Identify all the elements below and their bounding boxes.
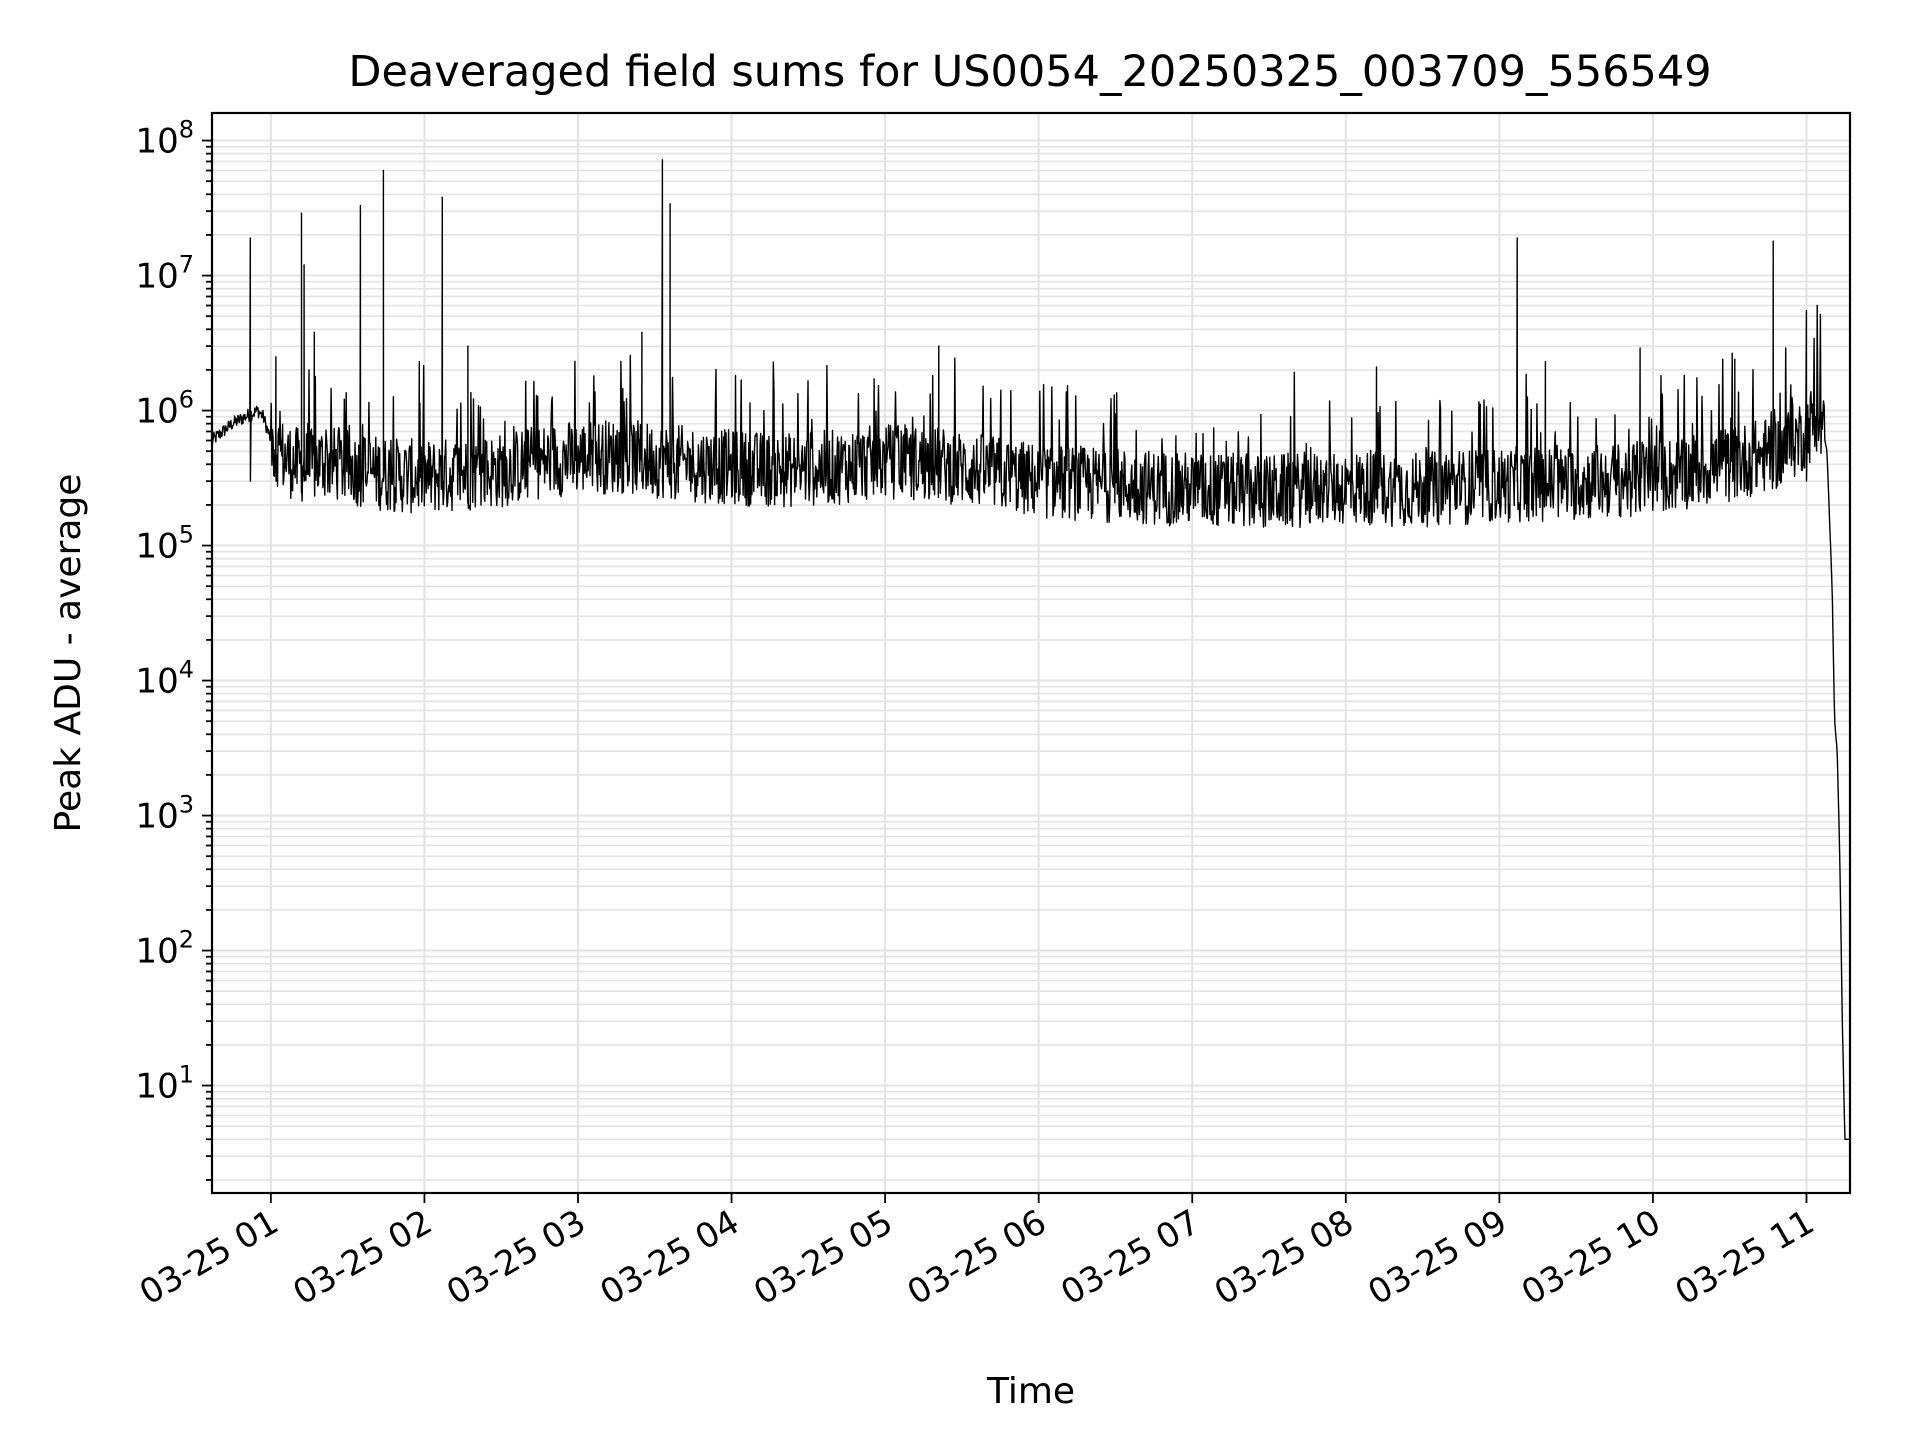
series-line <box>211 159 1851 1140</box>
y-axis: 101 102 103 104 105 106 107 108 <box>135 116 212 1181</box>
y-tick-label: 101 <box>135 1061 194 1107</box>
y-axis-title: Peak ADU - average <box>48 474 89 833</box>
chart-title: Deaveraged field sums for US0054_2025032… <box>348 47 1711 97</box>
y-tick-label: 102 <box>135 926 194 972</box>
series-layer <box>211 159 1851 1140</box>
y-tick-label: 107 <box>135 251 194 297</box>
plot-frame <box>210 111 1852 1195</box>
y-tick-label: 103 <box>135 791 194 837</box>
y-tick-label: 105 <box>135 521 194 567</box>
grid-lines <box>212 113 1850 1193</box>
x-axis-title: Time <box>986 1371 1075 1412</box>
y-tick-label: 108 <box>135 116 194 162</box>
y-tick-label: 104 <box>135 656 194 702</box>
y-tick-label: 106 <box>135 386 194 432</box>
